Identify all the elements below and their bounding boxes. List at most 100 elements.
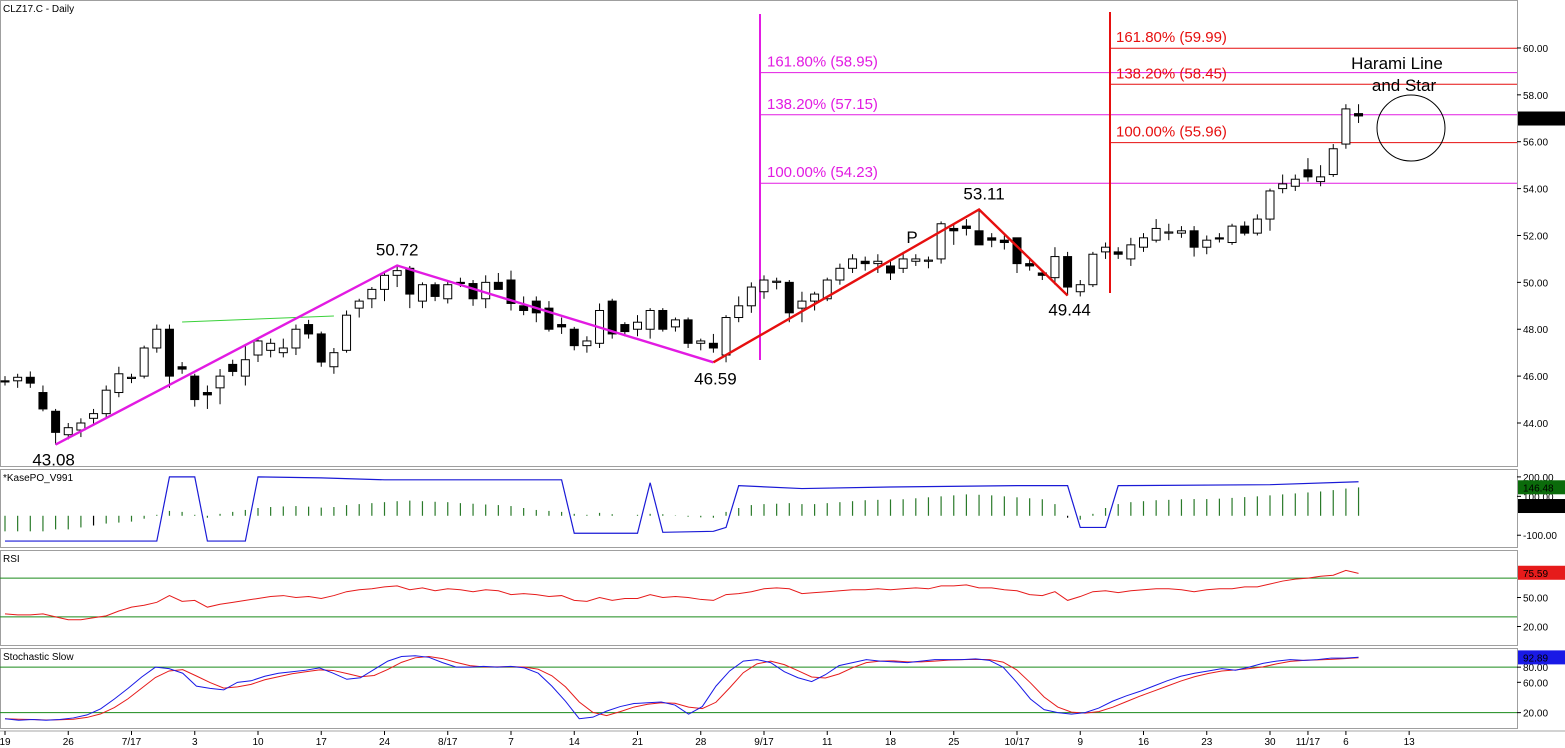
candle-up: [253, 340, 263, 356]
candle-down: [38, 392, 48, 410]
candle-up: [291, 328, 301, 349]
candle-down: [506, 279, 516, 304]
stoch-tick-label: 60.00: [1523, 678, 1548, 689]
candle-up: [1290, 178, 1300, 187]
candle-up: [696, 340, 706, 344]
price-tick-label: 54.00: [1523, 185, 1548, 196]
kase-value-label: 146.48: [1523, 483, 1554, 494]
date-label: 16: [1138, 737, 1150, 748]
candle-up: [1050, 256, 1060, 279]
candle-up: [13, 376, 23, 382]
swing-low-label: 46.59: [694, 369, 737, 388]
swing-high-label: 53.11: [963, 184, 1004, 203]
panel-frame: [0, 648, 1518, 729]
price-tick-label: 60.00: [1523, 44, 1548, 55]
candle-down: [886, 265, 895, 274]
candle-down: [51, 410, 61, 433]
kase-value-box: [1518, 499, 1565, 514]
candle-down: [25, 376, 35, 384]
candle-up: [1202, 239, 1212, 248]
candle-up: [810, 293, 820, 302]
candle-up: [721, 317, 731, 356]
candle-down: [607, 300, 617, 335]
candle-down: [708, 342, 718, 349]
candle-up: [1341, 108, 1351, 145]
candle-up: [873, 260, 883, 265]
candle-down: [1025, 263, 1035, 267]
candle-up: [1328, 148, 1338, 176]
date-label: 10: [252, 737, 264, 748]
price-tick-label: 48.00: [1523, 325, 1548, 336]
rsi-value-label: 75.59: [1523, 569, 1548, 580]
candle-down: [1063, 256, 1073, 288]
candle-up: [734, 305, 744, 319]
panel-frame: [0, 0, 1518, 467]
date-label: 6: [1343, 737, 1349, 748]
date-label: 21: [632, 737, 644, 748]
candle-up: [1126, 244, 1136, 260]
candle-up: [1075, 284, 1085, 293]
candle-up: [898, 258, 908, 269]
candle-down: [316, 333, 326, 363]
candle-up: [101, 389, 111, 415]
price-tick-label: 56.00: [1523, 138, 1548, 149]
red-fib-level-label: 161.80% (59.99): [1116, 29, 1227, 46]
date-label: 3: [192, 737, 198, 748]
candle-up: [367, 288, 377, 300]
kase-tick-label: -100.00: [1523, 531, 1557, 542]
candle-up: [835, 267, 845, 281]
stoch-title: Stochastic Slow: [3, 652, 74, 663]
date-label: 13: [1404, 737, 1416, 748]
candle-up: [1278, 183, 1288, 190]
rsi-value-box: [1518, 565, 1565, 580]
date-label: 30: [1264, 737, 1276, 748]
green-trendline: [182, 315, 334, 323]
candle-down: [1189, 230, 1199, 248]
candle-down: [190, 375, 200, 401]
date-label: 8/17: [438, 737, 458, 748]
pivot-marker: P: [906, 228, 917, 247]
harami-circle: [1376, 94, 1446, 162]
date-label: 9: [1077, 737, 1083, 748]
stoch-tick-label: 20.00: [1523, 709, 1548, 720]
price-tick-label: 44.00: [1523, 419, 1548, 430]
current-price-label: 56.99: [1523, 115, 1548, 126]
candle-up: [822, 279, 832, 300]
date-label: 14: [569, 737, 581, 748]
candle-down: [0, 380, 10, 383]
candle-down: [949, 227, 959, 232]
candle-up: [329, 352, 339, 368]
stoch-k-line: [4, 655, 1359, 721]
candle-up: [240, 359, 250, 377]
swing-low-label: 49.44: [1048, 300, 1091, 319]
candle-down: [620, 324, 630, 333]
candle-up: [797, 300, 807, 309]
candle-down: [860, 260, 870, 265]
rsi-line: [4, 569, 1359, 621]
red-fib-level-label: 138.20% (58.45): [1116, 65, 1227, 82]
magenta-fib-level-label: 100.00% (54.23): [767, 164, 878, 181]
candle-up: [1151, 227, 1161, 241]
candle-down: [519, 305, 529, 311]
candle-down: [999, 239, 1009, 244]
candle-down: [164, 328, 174, 377]
swing-high-label: 50.72: [376, 240, 419, 259]
date-label: 24: [379, 737, 391, 748]
price-tick-label: 58.00: [1523, 91, 1548, 102]
kase-tick-label: 100.00: [1523, 492, 1554, 503]
panel-frame: [0, 550, 1518, 646]
candle-up: [1176, 230, 1186, 234]
candle-down: [658, 309, 668, 330]
candle-up: [1265, 190, 1275, 220]
candle-up: [1252, 218, 1262, 234]
date-label: 18: [885, 737, 897, 748]
candle-down: [544, 307, 554, 330]
red-swing-line: [712, 207, 1069, 364]
candle-up: [1101, 246, 1111, 253]
candle-up: [342, 314, 352, 351]
candle-down: [569, 328, 579, 347]
candle-down: [1354, 113, 1364, 117]
candle-up: [936, 223, 946, 260]
date-label: 19: [0, 737, 11, 748]
